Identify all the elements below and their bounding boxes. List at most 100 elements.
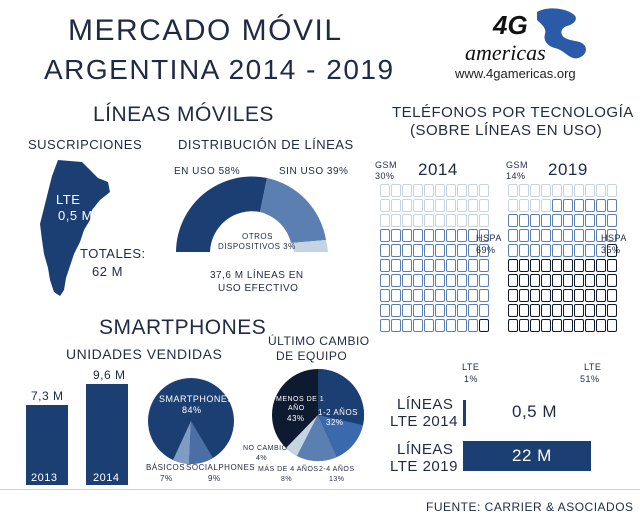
phone-icon [413, 289, 423, 302]
phone-icon [607, 304, 617, 317]
phone-icon [457, 259, 467, 272]
sin-uso-label: SIN USO 39% [279, 166, 349, 177]
lte-label: LTE [56, 192, 81, 207]
phone-icon [563, 259, 573, 272]
phone-icon [541, 244, 551, 257]
lte2014-value: 0,5 M [512, 402, 558, 421]
otros-label-1: OTROS [242, 232, 273, 241]
logo: 4G americas www.4gamericas.org [455, 4, 605, 84]
cambio-title-1: ÚLTIMO CAMBIO [268, 334, 370, 348]
phone-icon [552, 274, 562, 287]
phone-icon [563, 319, 573, 332]
no-cambio-value: 4% [256, 455, 268, 462]
phone-icon [479, 244, 489, 257]
phone-icon [391, 199, 401, 212]
phone-icon [457, 244, 467, 257]
title-line-1: MERCADO MÓVIL [68, 14, 343, 47]
phone-icon [402, 184, 412, 197]
lte2014-bar [463, 400, 466, 426]
phone-icon [508, 304, 518, 317]
phone-icon [552, 319, 562, 332]
phone-icon [574, 199, 584, 212]
gauge-sin-uso [260, 178, 326, 243]
phone-icon [424, 289, 434, 302]
phone-icon [402, 289, 412, 302]
dos-cuatro-label: 2-4 AÑOS [319, 466, 355, 473]
phone-icon [380, 229, 390, 242]
phone-icon [574, 304, 584, 317]
phone-icon [391, 319, 401, 332]
phone-icon [607, 274, 617, 287]
phone-icon [380, 199, 390, 212]
phone-icon [530, 319, 540, 332]
phone-icon [424, 184, 434, 197]
phone-icon [446, 304, 456, 317]
phone-icon [435, 289, 445, 302]
phone-icon [457, 184, 467, 197]
phone-icon [596, 229, 606, 242]
lte2019-value: 22 M [512, 446, 552, 465]
phone-icon [508, 319, 518, 332]
phone-icon [446, 184, 456, 197]
phone-icon [391, 244, 401, 257]
phone-icon [424, 199, 434, 212]
phone-icon [585, 289, 595, 302]
phone-icon [508, 229, 518, 242]
lte-2019-value: 51% [580, 374, 600, 384]
phone-icon [607, 184, 617, 197]
phone-icon [402, 274, 412, 287]
bar-2013-year: 2013 [31, 472, 58, 484]
phone-icon [479, 199, 489, 212]
phone-icon [391, 259, 401, 272]
phone-icon [607, 229, 617, 242]
phone-icon [424, 244, 434, 257]
logo-4g: 4G [493, 10, 528, 40]
phone-icon [479, 259, 489, 272]
phone-icon [541, 214, 551, 227]
phone-icon [508, 244, 518, 257]
phone-icon [552, 229, 562, 242]
phone-icon [596, 244, 606, 257]
pie-smart-value: 84% [182, 405, 202, 415]
phone-icon [530, 259, 540, 272]
phone-icon [585, 319, 595, 332]
phone-icon [563, 229, 573, 242]
phone-icon [519, 319, 529, 332]
phone-icon [446, 289, 456, 302]
phone-icon [585, 244, 595, 257]
gsm-2019-label: GSM [506, 160, 529, 170]
phone-icon [380, 319, 390, 332]
cambio-title-2: DE EQUIPO [276, 349, 348, 363]
phone-icon [519, 274, 529, 287]
lte-value: 0,5 M [58, 208, 94, 223]
phone-icon [530, 304, 540, 317]
phone-icon [380, 259, 390, 272]
distribucion-title: DISTRIBUCIÓN DE LÍNEAS [178, 137, 354, 152]
phone-icon [519, 214, 529, 227]
totales-value: 62 M [92, 264, 123, 279]
phone-icon [391, 304, 401, 317]
phone-icon [541, 199, 551, 212]
pie-basicos-value: 7% [160, 474, 173, 483]
phone-icon [596, 199, 606, 212]
year-2014: 2014 [418, 160, 458, 179]
phone-icon [596, 184, 606, 197]
lineas-section-title: LÍNEAS MÓVILES [93, 103, 274, 126]
phone-icon [607, 199, 617, 212]
phones-grid-2019 [508, 184, 618, 334]
phone-icon [413, 274, 423, 287]
phone-icon [541, 229, 551, 242]
uno-dos-value: 32% [326, 418, 344, 427]
gsm-2014-label: GSM [375, 160, 398, 170]
pie-social-label: SOCIALPHONES [186, 463, 256, 472]
phone-icon [413, 184, 423, 197]
no-cambio-label: NO CAMBIÓ [243, 445, 288, 452]
footer-divider [0, 489, 640, 490]
bar-2013-value: 7,3 M [31, 389, 64, 403]
phone-icon [508, 259, 518, 272]
phone-icon [435, 184, 445, 197]
phone-icon [424, 229, 434, 242]
dos-cuatro-value: 13% [329, 476, 345, 483]
phone-icon [479, 289, 489, 302]
phone-icon [563, 244, 573, 257]
